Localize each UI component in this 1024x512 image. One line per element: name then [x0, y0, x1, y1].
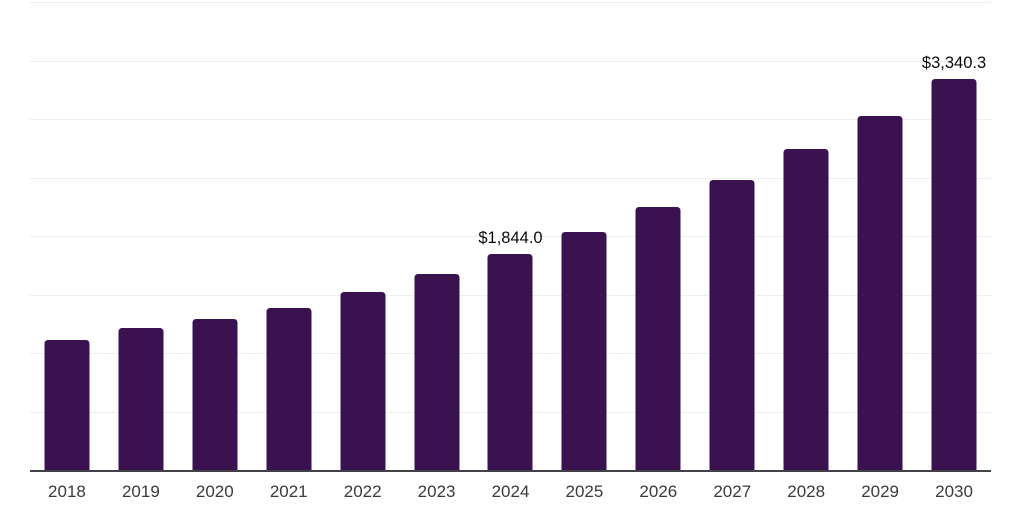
bar-2021	[266, 308, 312, 470]
bar-slot	[104, 2, 178, 470]
bar-2023	[414, 273, 460, 470]
x-axis-label-2028: 2028	[787, 482, 826, 501]
x-axis-label-2023: 2023	[417, 482, 456, 501]
bar-2030	[931, 79, 977, 470]
bar-slot	[621, 2, 695, 470]
bar-slot	[695, 2, 769, 470]
bar-slot	[30, 2, 104, 470]
bar-slot	[252, 2, 326, 470]
gridline	[30, 119, 991, 120]
x-axis-label-2030: 2030	[935, 482, 973, 501]
gridline	[30, 177, 991, 179]
bar-value-label-2024: $1,844.0	[478, 229, 543, 248]
gridline	[30, 60, 991, 62]
bar-slot	[326, 2, 400, 470]
gridline	[30, 236, 991, 237]
x-axis: 2018 2019 2020 2021 2022 2023 2024 2025 2026 2027…	[30, 481, 991, 502]
x-axis-label-2024: 2024	[491, 482, 530, 501]
x-axis-label-2022: 2022	[343, 482, 382, 501]
x-axis-label-2029: 2029	[861, 482, 900, 501]
x-axis-label-2025: 2025	[565, 482, 604, 501]
x-axis-label-2020: 2020	[195, 482, 234, 501]
bar-slot	[769, 2, 843, 470]
bar-2029	[857, 116, 903, 470]
bar-2024	[487, 254, 533, 470]
gridline	[30, 2, 991, 3]
plot-area: $1,844.0 $3,340.3	[30, 2, 991, 472]
bar-slot	[178, 2, 252, 470]
x-axis-label-2021: 2021	[269, 482, 308, 501]
bar-value-label-2030: $3,340.3	[921, 54, 987, 73]
bar-slot: $1,844.0	[474, 2, 548, 470]
bar-2027	[709, 179, 755, 470]
bar-2019	[118, 328, 164, 470]
bar-slot	[843, 2, 917, 470]
bar-slot: $3,340.3	[917, 2, 991, 470]
bar-2020	[192, 318, 238, 470]
x-axis-label-2018: 2018	[48, 482, 86, 501]
bar-2022	[340, 291, 386, 470]
x-axis-label-2026: 2026	[639, 482, 678, 501]
bar-slot	[547, 2, 621, 470]
bar-2025	[561, 231, 607, 470]
bar-slot	[400, 2, 474, 470]
x-axis-label-2019: 2019	[121, 482, 160, 501]
x-axis-label-2027: 2027	[713, 482, 752, 501]
bar-2028	[783, 149, 829, 470]
bar-2018	[44, 339, 90, 470]
bar-2026	[635, 206, 681, 470]
